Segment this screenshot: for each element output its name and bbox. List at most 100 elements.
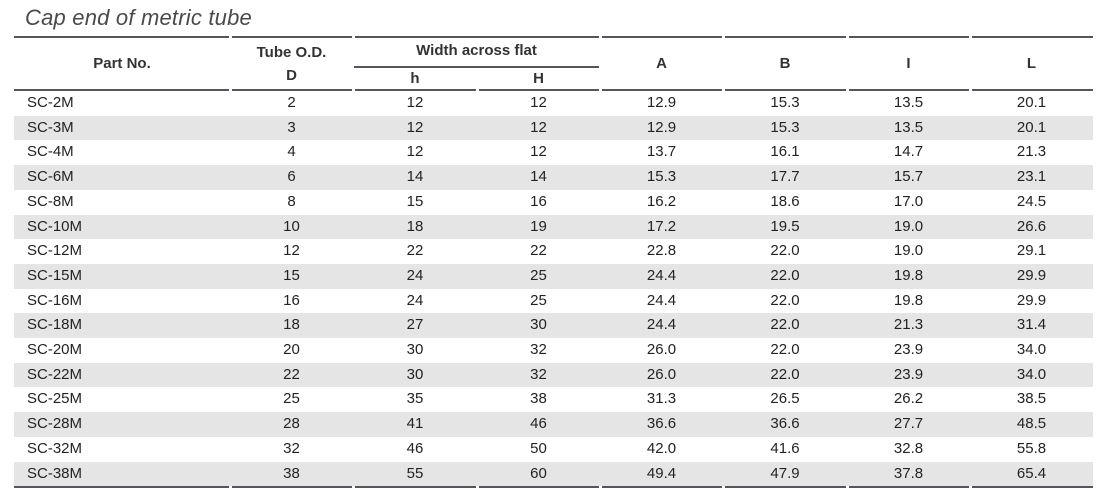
table-rule-segment bbox=[972, 36, 1093, 38]
table-row: SC-22M 22 30 32 26.0 22.0 23.9 34.0 bbox=[14, 362, 1093, 388]
table-rule-segment bbox=[602, 486, 722, 488]
value-cell: 22 bbox=[283, 365, 300, 383]
value-cell: 15.3 bbox=[770, 94, 800, 111]
value-cell: 26.2 bbox=[893, 390, 924, 408]
value-cell: 22.0 bbox=[770, 242, 800, 260]
value-cell: 48.5 bbox=[1016, 415, 1047, 433]
value-cell: 14 bbox=[530, 168, 547, 186]
value-cell: 50 bbox=[530, 439, 547, 457]
table-row: SC-18M 18 27 30 24.4 22.0 21.3 31.4 bbox=[14, 313, 1093, 339]
value-cell: 16.1 bbox=[770, 143, 800, 161]
value-cell: 34.0 bbox=[1016, 341, 1047, 359]
table-rule-segment bbox=[849, 36, 969, 38]
value-cell: 21.3 bbox=[1016, 143, 1047, 161]
value-cell: 22.0 bbox=[770, 341, 800, 359]
part-no-cell: SC-3M bbox=[27, 118, 74, 136]
value-cell: 55.8 bbox=[1016, 439, 1047, 457]
value-cell: 31.4 bbox=[1016, 316, 1047, 334]
page-title: Cap end of metric tube bbox=[25, 5, 252, 30]
value-cell: 17.7 bbox=[770, 168, 800, 186]
value-cell: 38 bbox=[530, 390, 547, 408]
value-cell: 36.6 bbox=[770, 415, 800, 433]
part-no-cell: SC-22M bbox=[27, 365, 83, 383]
value-cell: 12 bbox=[530, 143, 547, 161]
table-row: SC-6M 6 14 14 15.3 17.7 15.7 23.1 bbox=[14, 165, 1093, 190]
value-cell: 18.6 bbox=[770, 192, 800, 210]
value-cell: 65.4 bbox=[1016, 464, 1047, 482]
column-header-tube-od-line1: Tube O.D. bbox=[256, 43, 327, 61]
column-header-width-across-flat: Width across flat bbox=[416, 42, 537, 59]
value-cell: 20 bbox=[283, 341, 300, 359]
value-cell: 25 bbox=[283, 390, 300, 408]
value-cell: 17.0 bbox=[893, 192, 924, 210]
part-no-cell: SC-10M bbox=[27, 217, 83, 235]
table-rule-segment bbox=[725, 89, 846, 91]
value-cell: 8 bbox=[287, 192, 296, 210]
value-cell: 37.8 bbox=[893, 464, 924, 482]
column-header-h-upper: H bbox=[533, 69, 544, 87]
table-row: SC-2M 2 12 12 12.9 15.3 13.5 20.1 bbox=[14, 91, 1093, 116]
value-cell: 30 bbox=[406, 365, 424, 383]
value-cell: 19.5 bbox=[770, 217, 800, 235]
table-rule-segment bbox=[355, 486, 476, 488]
table-row: SC-15M 15 24 25 24.4 22.0 19.8 29.9 bbox=[14, 263, 1093, 289]
part-no-cell: SC-38M bbox=[27, 464, 83, 482]
value-cell: 23.1 bbox=[1016, 168, 1047, 186]
value-cell: 22 bbox=[406, 242, 424, 260]
value-cell: 6 bbox=[287, 168, 296, 186]
value-cell: 32.8 bbox=[893, 439, 924, 457]
value-cell: 4 bbox=[287, 143, 296, 161]
value-cell: 20.1 bbox=[1016, 118, 1047, 136]
spec-table: Part No. Tube O.D. D Width across flat A… bbox=[14, 36, 1093, 487]
table-row: SC-4M 4 12 12 13.7 16.1 14.7 21.3 bbox=[14, 140, 1093, 165]
value-cell: 27.7 bbox=[893, 415, 924, 433]
table-rule-segment bbox=[355, 89, 476, 91]
part-no-cell: SC-20M bbox=[27, 341, 83, 359]
value-cell: 12 bbox=[530, 118, 547, 136]
value-cell: 23.9 bbox=[893, 341, 924, 359]
column-header-tube-od-line2: D bbox=[286, 66, 297, 84]
value-cell: 10 bbox=[283, 217, 300, 235]
value-cell: 32 bbox=[283, 439, 300, 457]
value-cell: 12 bbox=[406, 143, 424, 161]
value-cell: 21.3 bbox=[893, 316, 924, 334]
table-rule-segment bbox=[725, 36, 846, 38]
value-cell: 24.4 bbox=[646, 291, 677, 309]
value-cell: 24.4 bbox=[646, 266, 677, 284]
value-cell: 46 bbox=[406, 439, 424, 457]
value-cell: 60 bbox=[530, 464, 547, 482]
value-cell: 26.6 bbox=[1016, 217, 1047, 235]
value-cell: 16 bbox=[283, 291, 300, 309]
part-no-cell: SC-32M bbox=[27, 439, 83, 457]
part-no-cell: SC-12M bbox=[27, 242, 83, 260]
value-cell: 22.0 bbox=[770, 365, 800, 383]
table-rule-segment bbox=[972, 486, 1093, 488]
column-header-h-lower: h bbox=[410, 69, 420, 87]
part-no-cell: SC-16M bbox=[27, 291, 83, 309]
value-cell: 16 bbox=[530, 192, 547, 210]
part-no-cell: SC-18M bbox=[27, 316, 83, 334]
value-cell: 15 bbox=[406, 192, 424, 210]
value-cell: 24 bbox=[406, 266, 424, 284]
value-cell: 24.4 bbox=[646, 316, 677, 334]
value-cell: 15.3 bbox=[770, 118, 800, 136]
table-rule-segment bbox=[479, 486, 599, 488]
value-cell: 19.0 bbox=[893, 217, 924, 235]
value-cell: 19.8 bbox=[893, 291, 924, 309]
table-rule-segment bbox=[849, 89, 969, 91]
value-cell: 19.8 bbox=[893, 266, 924, 284]
value-cell: 12.9 bbox=[646, 94, 677, 111]
table-row: SC-16M 16 24 25 24.4 22.0 19.8 29.9 bbox=[14, 289, 1093, 314]
table-row: SC-20M 20 30 32 26.0 22.0 23.9 34.0 bbox=[14, 338, 1093, 363]
value-cell: 26.0 bbox=[646, 341, 677, 359]
value-cell: 28 bbox=[283, 415, 300, 433]
value-cell: 3 bbox=[287, 118, 296, 136]
table-row: SC-12M 12 22 22 22.8 22.0 19.0 29.1 bbox=[14, 239, 1093, 264]
value-cell: 15.7 bbox=[893, 168, 924, 186]
value-cell: 31.3 bbox=[646, 390, 677, 408]
table-rule-segment bbox=[14, 89, 229, 91]
table-rule-segment bbox=[232, 36, 352, 38]
value-cell: 12 bbox=[406, 118, 424, 136]
value-cell: 20.1 bbox=[1016, 94, 1047, 111]
value-cell: 30 bbox=[406, 341, 424, 359]
